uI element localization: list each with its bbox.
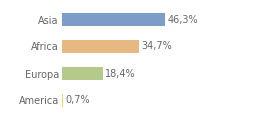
Text: 46,3%: 46,3% — [167, 15, 198, 24]
Bar — [62, 67, 103, 80]
Bar — [62, 13, 165, 26]
Text: 18,4%: 18,4% — [105, 69, 136, 78]
Text: 0,7%: 0,7% — [66, 96, 90, 105]
Text: 34,7%: 34,7% — [142, 42, 172, 51]
Bar — [62, 94, 63, 107]
Bar — [62, 40, 139, 53]
